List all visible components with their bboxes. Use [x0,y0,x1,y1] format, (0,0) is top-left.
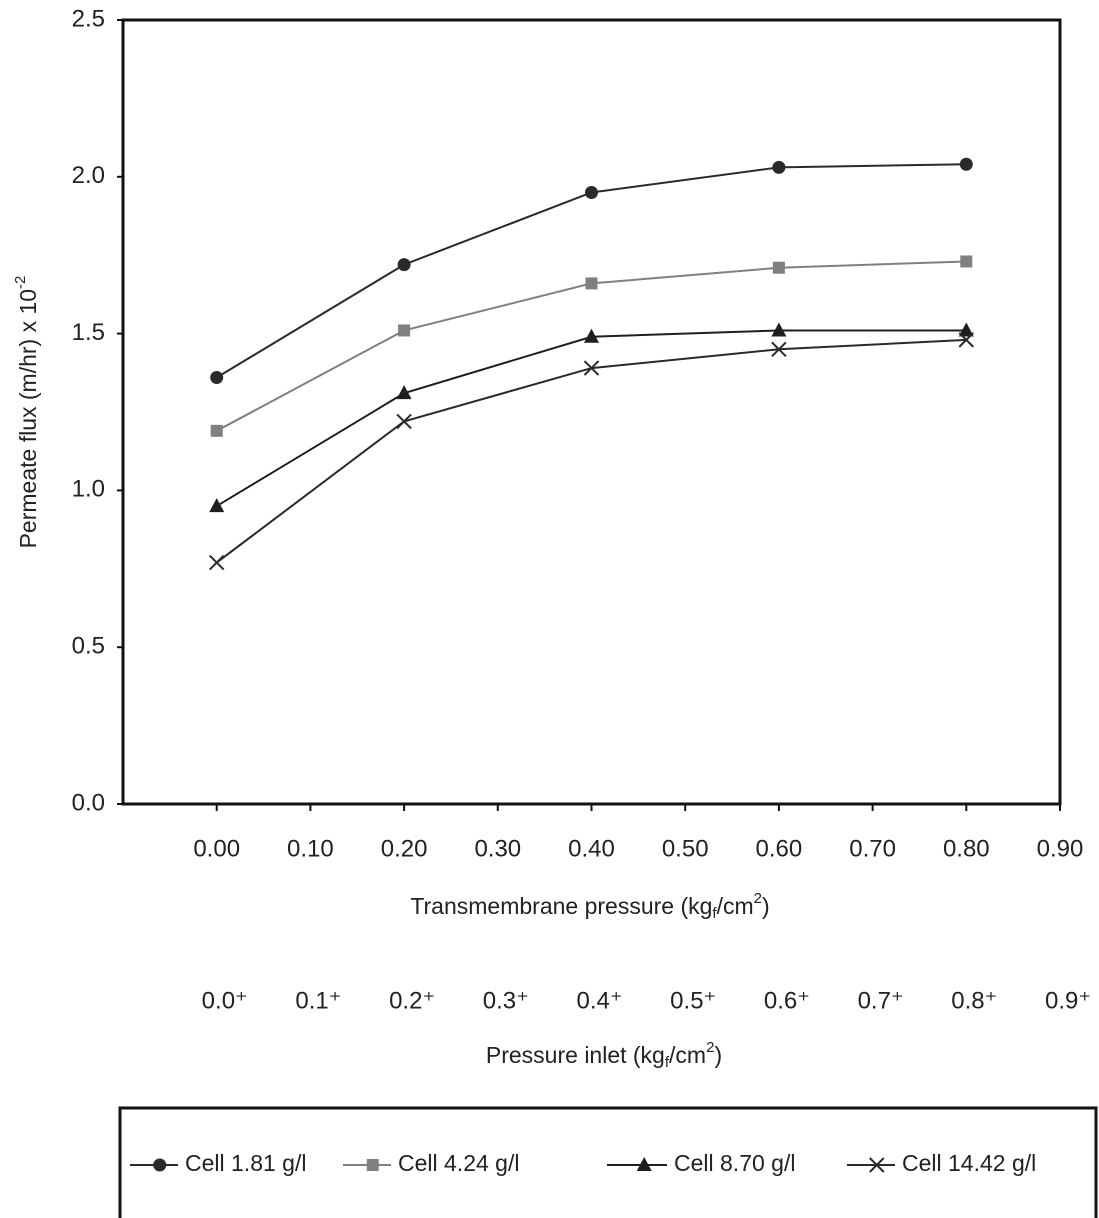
x-tick-label: 0.50 [662,835,709,862]
legend-marker [366,1159,379,1171]
legend-marker [869,1157,885,1173]
legend-item: Cell 4.24 g/l [343,1150,519,1176]
x-tick-label: 0.70 [849,835,896,862]
point [771,322,787,337]
x2-tick-label: 0.4⁺ [576,987,622,1014]
label-part: Transmembrane pressure (kg [410,893,712,919]
label-sub: f [665,1054,670,1071]
legend-label: Cell 1.81 g/l [185,1150,306,1176]
point [396,413,412,430]
x-axis-label: Transmembrane pressure (kgf/cm2) [410,890,769,922]
x-tick-label: 0.10 [287,835,334,862]
point [958,332,975,348]
point [585,277,598,290]
y-tick-label: 1.5 [72,319,105,346]
label-part: Pressure inlet (kg [486,1042,665,1068]
x2-tick-label: 0.2⁺ [389,987,435,1014]
point [210,424,223,437]
x2-tick-label: 0.8⁺ [951,987,997,1014]
y-axis-label: Permeate flux (m/hr) x 10-2 [12,276,41,549]
legend-label: Cell 14.42 g/l [902,1150,1036,1176]
point [958,322,974,337]
x2-tick-label: 0.7⁺ [858,987,904,1014]
plot-frame [121,18,1062,806]
legend-marker [636,1157,652,1171]
point [584,328,599,343]
series-line [216,329,967,507]
point [585,185,598,199]
label-part: /cm [717,893,754,919]
point [396,385,412,400]
x-tick-label: 0.80 [943,835,990,862]
x-tick-label: 0.30 [474,835,521,862]
y-tick-label: 2.5 [72,5,105,32]
label-sup: 2 [706,1039,714,1056]
x-tick-label: 0.00 [193,835,240,862]
point [210,371,224,385]
x2-tick-label: 0.6⁺ [764,987,810,1014]
x2-axis-label: Pressure inlet (kgf/cm2) [486,1039,722,1071]
label-part: Permeate flux (m/hr) x 10 [15,289,41,548]
x-tick-label: 0.90 [1037,835,1084,862]
x2-tick-label: 0.0⁺ [202,987,248,1014]
x2-tick-label: 0.9⁺ [1045,987,1091,1014]
point [583,360,600,376]
point [397,258,411,272]
label-sup: 2 [754,890,762,907]
point [209,498,225,513]
legend-label: Cell 8.70 g/l [674,1150,795,1176]
x-tick-label: 0.20 [381,835,428,862]
y-tick-label: 2.0 [72,162,105,189]
label-part: ) [714,1042,722,1068]
legend-box [118,1106,1098,1218]
legend-item: Cell 14.42 g/l [847,1150,1036,1176]
legend-label: Cell 4.24 g/l [398,1150,519,1176]
point [771,341,787,357]
x-tick-label: 0.60 [756,835,803,862]
label-part: /cm [669,1042,706,1068]
point [959,157,973,171]
legend-item: Cell 1.81 g/l [130,1150,306,1176]
label-part: ) [762,893,770,919]
point [208,554,225,571]
x2-tick-label: 0.5⁺ [670,987,716,1014]
point [960,255,973,268]
legend-marker [153,1158,167,1172]
series-line [216,338,967,564]
point [398,324,411,337]
x-tick-label: 0.40 [568,835,615,862]
y-tick-label: 0.5 [72,633,105,660]
label-sub: f [712,905,717,922]
x2-tick-label: 0.3⁺ [483,987,529,1014]
point [772,160,786,174]
point [772,261,785,274]
x2-tick-label: 0.1⁺ [295,987,341,1014]
label-sup: -2 [12,276,29,289]
y-tick-label: 0.0 [72,789,105,816]
y-tick-label: 1.0 [72,476,105,503]
legend-item: Cell 8.70 g/l [607,1150,795,1176]
